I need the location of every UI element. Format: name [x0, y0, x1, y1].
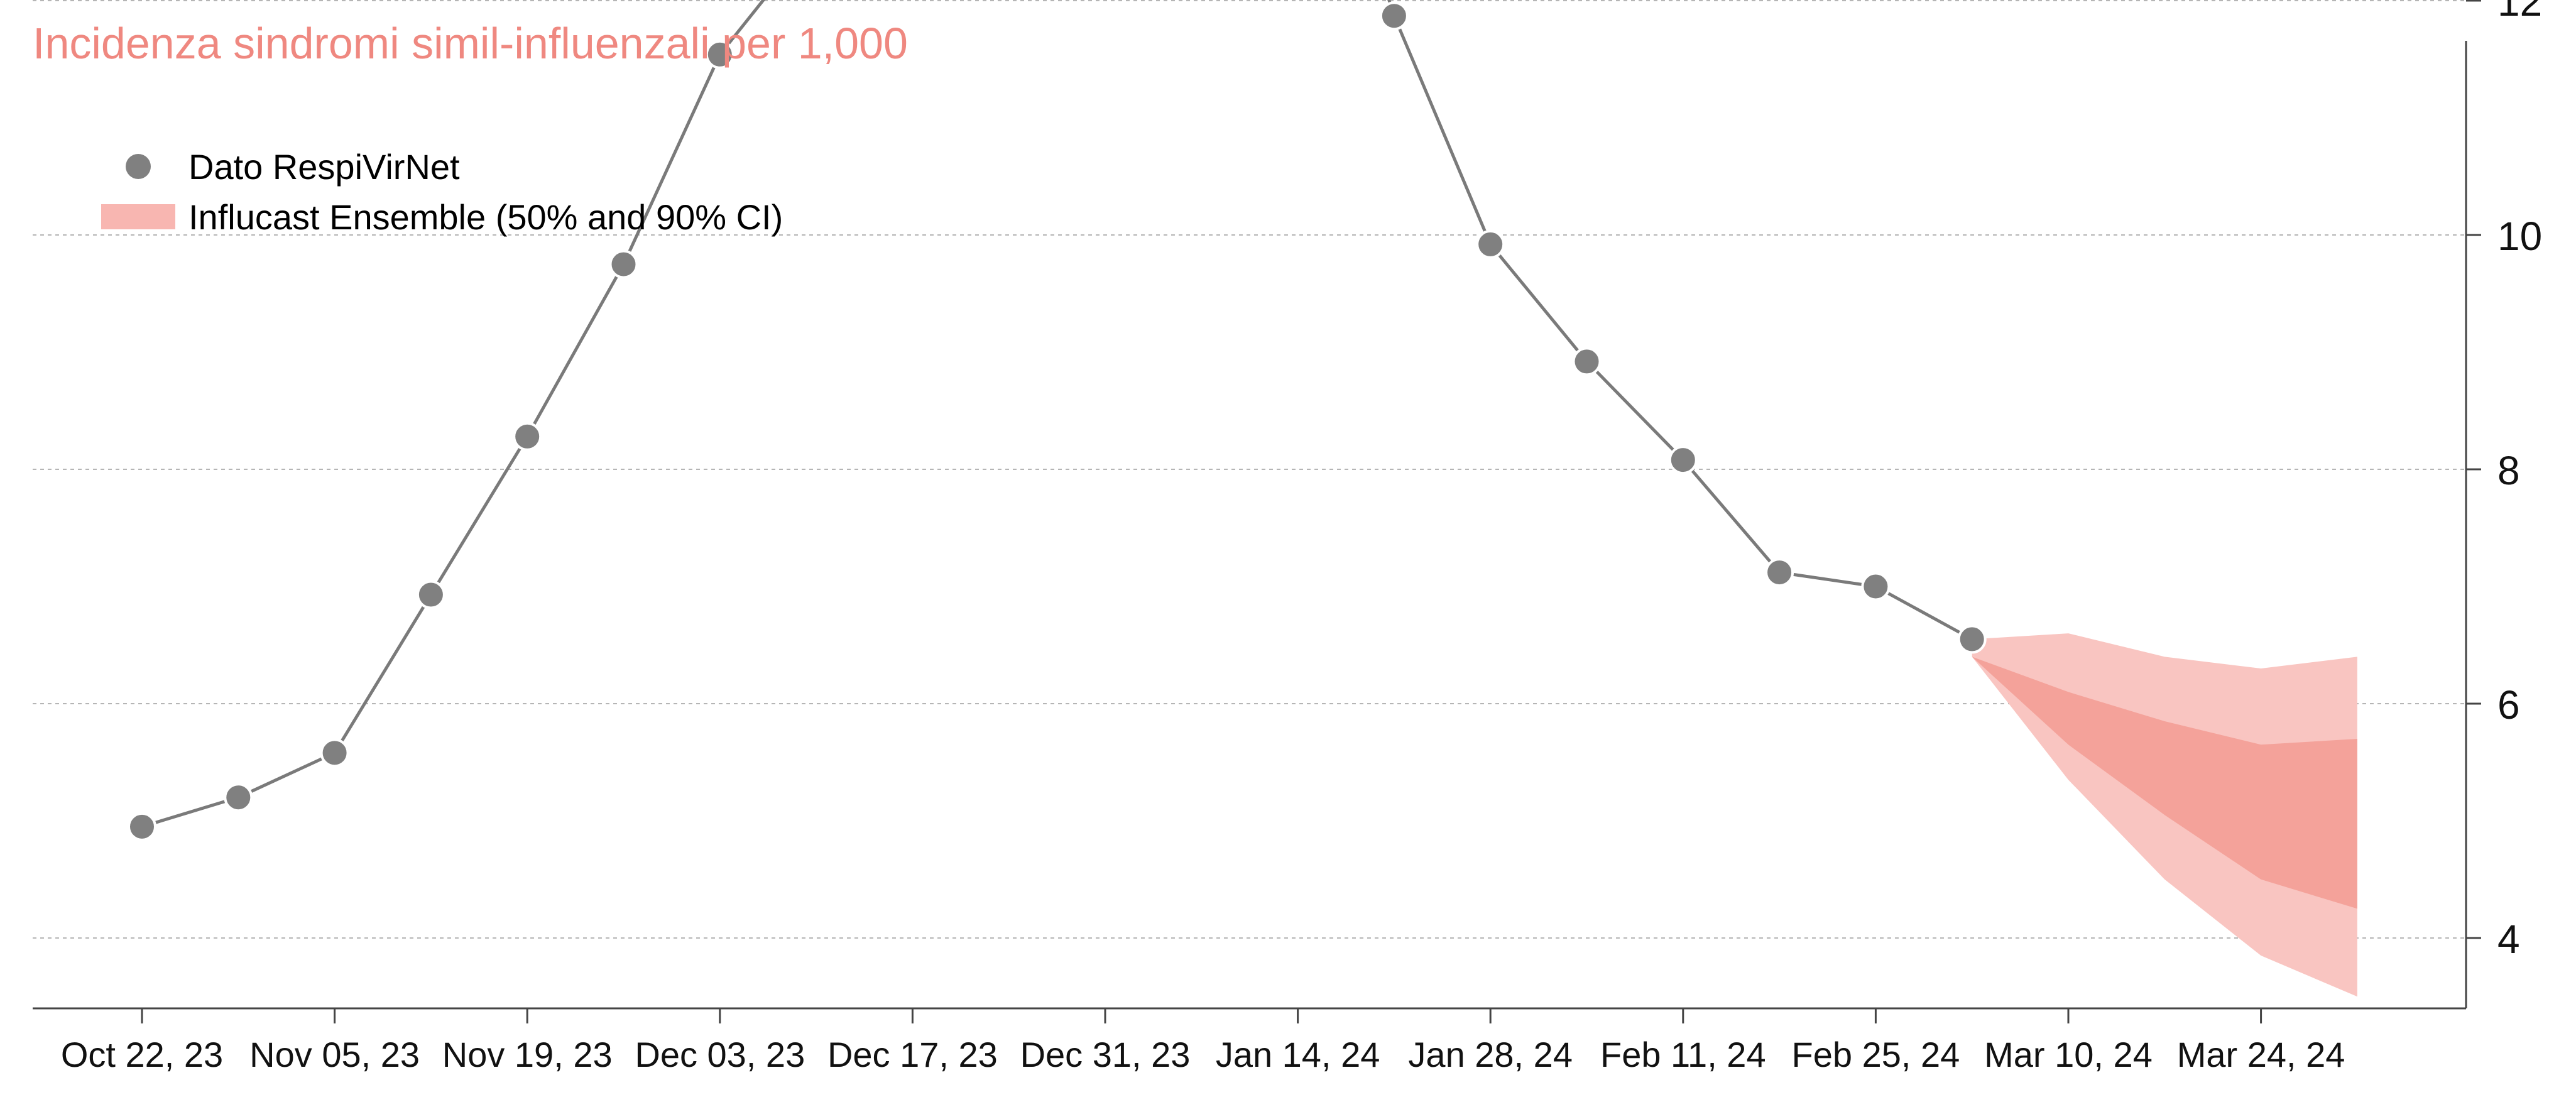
x-tick-label: Oct 22, 23: [61, 1035, 223, 1074]
observed-data-point: [1476, 229, 1505, 259]
y-tick-label: 6: [2497, 682, 2520, 728]
observed-data-point: [513, 422, 542, 451]
legend-item-forecast: Influcast Ensemble (50% and 90% CI): [88, 192, 783, 242]
observed-data-point: [416, 580, 445, 609]
x-tick-label: Dec 17, 23: [827, 1035, 998, 1074]
forecast-ci50-band: [1972, 657, 2357, 909]
x-tick-label: Feb 11, 24: [1600, 1035, 1766, 1074]
x-tick-label: Feb 25, 24: [1792, 1035, 1960, 1074]
observed-data-point: [1668, 445, 1698, 475]
observed-data-point: [1861, 572, 1891, 601]
observed-points-layer: [128, 1, 1987, 841]
circle-marker-icon: [126, 154, 151, 179]
observed-series-line: [141, 0, 1973, 829]
y-tick-label: 12: [2497, 0, 2542, 25]
observed-data-point: [320, 738, 349, 768]
observed-data-point: [705, 40, 734, 69]
observed-data-point: [1765, 558, 1794, 587]
x-tick-label: Mar 24, 24: [2177, 1035, 2345, 1074]
x-tick-label: Dec 03, 23: [635, 1035, 805, 1074]
legend: Dato RespiVirNet Influcast Ensemble (50%…: [88, 141, 783, 242]
legend-label-forecast: Influcast Ensemble (50% and 90% CI): [188, 197, 783, 237]
x-tick-label: Nov 05, 23: [249, 1035, 420, 1074]
observed-data-point: [224, 783, 253, 812]
chart-title: Incidenza sindromi simil-influenzali per…: [33, 19, 908, 68]
observed-data-point: [1572, 347, 1602, 376]
y-tick-label: 10: [2497, 214, 2542, 259]
observed-data-point: [609, 249, 638, 279]
observed-data-point: [128, 812, 156, 841]
forecast-band-layer: [1972, 633, 2357, 997]
observed-data-point: [1957, 624, 1987, 654]
grid-layer: [33, 0, 2466, 939]
x-tick-label: Mar 10, 24: [1984, 1035, 2153, 1074]
y-tick-label: 8: [2497, 448, 2520, 493]
observed-line-layer: [141, 0, 1973, 829]
legend-item-observed: Dato RespiVirNet: [88, 141, 783, 192]
y-tick-label: 4: [2497, 917, 2520, 962]
x-tick-label: Nov 19, 23: [442, 1035, 613, 1074]
filled-band-icon: [101, 204, 175, 229]
legend-label-observed: Dato RespiVirNet: [188, 146, 460, 187]
observed-data-point: [1379, 1, 1409, 31]
x-tick-label: Dec 31, 23: [1020, 1035, 1191, 1074]
x-tick-label: Jan 14, 24: [1216, 1035, 1380, 1074]
x-tick-label: Jan 28, 24: [1408, 1035, 1573, 1074]
